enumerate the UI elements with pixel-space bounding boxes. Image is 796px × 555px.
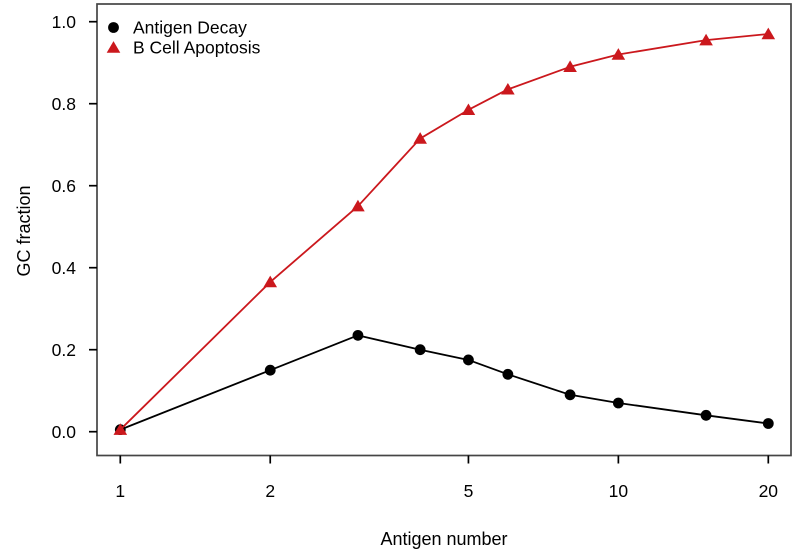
y-tick-label: 0.6: [52, 176, 76, 196]
legend-label: Antigen Decay: [133, 18, 247, 38]
y-tick-label: 0.8: [52, 94, 76, 114]
x-tick-label: 20: [759, 481, 779, 501]
x-tick-label: 5: [464, 481, 474, 501]
series-line: [119, 33, 769, 431]
x-tick-label: 1: [115, 481, 125, 501]
data-point-marker: [700, 409, 712, 421]
y-tick-label: 1.0: [52, 12, 77, 32]
data-point-marker: [563, 60, 577, 72]
data-point-marker: [106, 41, 121, 53]
data-point-marker: [113, 423, 128, 435]
data-point-marker: [463, 354, 474, 366]
data-point-marker: [108, 22, 119, 33]
data-point-marker: [414, 344, 426, 356]
legend-label: B Cell Apoptosis: [133, 38, 261, 58]
data-point-marker: [502, 368, 514, 380]
plot-border: [96, 3, 792, 457]
data-point-marker: [611, 48, 626, 60]
data-point-marker: [461, 103, 476, 116]
y-tick-label: 0.0: [52, 422, 77, 442]
x-tick-label: 2: [265, 481, 275, 501]
data-series: [113, 27, 776, 436]
data-point-marker: [699, 33, 713, 46]
series-line: [119, 334, 769, 431]
data-point-marker: [501, 82, 515, 95]
x-tick-label: 10: [609, 481, 629, 501]
data-point-marker: [413, 132, 427, 144]
data-point-marker: [263, 275, 278, 288]
y-tick-label: 0.2: [52, 340, 76, 360]
data-point-marker: [612, 397, 624, 409]
x-axis-title: Antigen number: [380, 529, 507, 549]
data-point-marker: [351, 199, 365, 212]
y-tick-label: 0.4: [52, 258, 77, 278]
data-point-marker: [761, 27, 776, 40]
data-point-marker: [762, 418, 774, 429]
data-point-marker: [264, 364, 276, 376]
y-axis-title: GC fraction: [14, 185, 34, 276]
data-point-marker: [352, 329, 364, 341]
x-axis: 1 2 5 10 20: [115, 455, 779, 501]
y-axis: 0.0 0.2 0.4 0.6 0.8 1.0: [52, 12, 97, 442]
data-point-marker: [564, 389, 576, 401]
